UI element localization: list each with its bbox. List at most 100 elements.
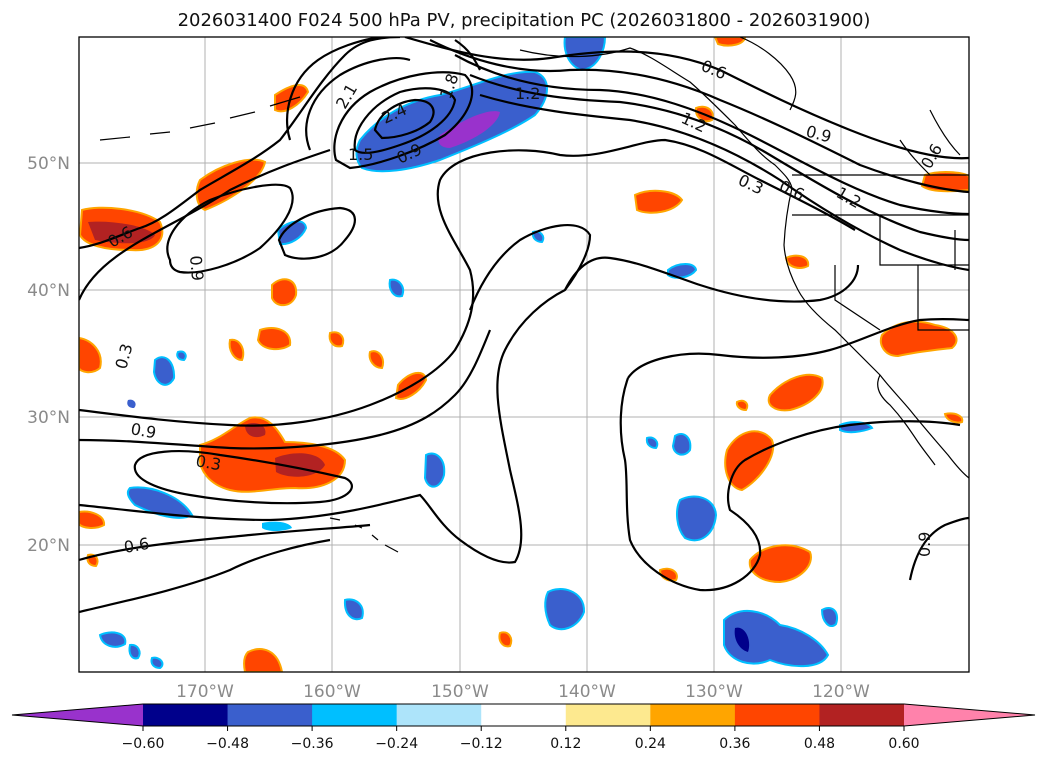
contour-label: 0.6 <box>122 534 150 557</box>
colorbar-tick-label: 0.24 <box>635 736 666 752</box>
contour-label: 1.5 <box>348 145 373 164</box>
colorbar-ticks: −0.60 −0.48 −0.36 −0.24 −0.12 0.12 0.24 0.36 0.4… <box>122 726 920 752</box>
precip-blob <box>343 598 364 621</box>
precip-blob <box>498 631 513 648</box>
hawaii-islands <box>329 517 399 553</box>
colorbar-segment <box>227 704 313 726</box>
pv-contour <box>479 93 969 272</box>
pv-contour <box>79 223 592 564</box>
precip-blob <box>79 510 105 529</box>
lon-label-140w: 140°W <box>558 682 616 702</box>
pv-contour <box>166 183 294 274</box>
alaska-inner-coast <box>739 37 797 111</box>
lat-label-30n: 30°N <box>27 408 70 428</box>
precip-blob <box>262 521 292 531</box>
longitude-labels: 170°W 160°W 150°W 140°W 130°W 120°W <box>176 682 870 702</box>
pv-contour <box>79 523 371 562</box>
pv-contour <box>277 206 356 260</box>
colorbar-tick-label: 0.12 <box>550 736 581 752</box>
precip-blob <box>126 486 194 519</box>
coastlines <box>99 37 969 553</box>
contour-label: 1.2 <box>515 84 540 103</box>
precip-blob <box>544 588 586 631</box>
precip-blob <box>176 350 187 362</box>
precip-blob <box>943 412 964 424</box>
pv-contour <box>627 318 969 379</box>
precip-blob <box>531 230 545 244</box>
lat-label-50n: 50°N <box>27 154 70 174</box>
colorbar: −0.60 −0.48 −0.36 −0.24 −0.12 0.12 0.24 0.36 0.4… <box>11 703 1036 752</box>
precip-blob <box>127 399 136 408</box>
pv-contour <box>353 87 457 154</box>
precip-blob <box>328 331 345 348</box>
precip-blob <box>243 648 284 672</box>
us-west-coast <box>783 187 969 479</box>
map-border <box>78 36 970 673</box>
precip-blob <box>748 544 812 584</box>
lon-label-170w: 170°W <box>176 682 234 702</box>
pv-contour <box>429 39 969 194</box>
precip-blob <box>368 350 384 370</box>
baja-coast <box>877 374 936 466</box>
precip-blob <box>423 452 446 488</box>
pv-contour <box>79 538 331 614</box>
colorbar-segment <box>481 704 567 726</box>
precip-blob <box>645 436 659 450</box>
precip-blob <box>88 221 155 244</box>
negative-precip-areas <box>98 37 874 670</box>
precip-blob <box>228 338 245 362</box>
precip-blob <box>128 643 141 660</box>
precip-blob <box>784 254 810 269</box>
colorbar-tick-label: −0.12 <box>460 736 503 752</box>
contour-label: 0.9 <box>915 532 934 557</box>
colorbar-segment <box>143 704 229 726</box>
lon-label-120w: 120°W <box>812 682 870 702</box>
bc-coast <box>899 109 961 176</box>
colorbar-segment <box>650 704 736 726</box>
positive-precip-areas <box>79 37 969 672</box>
precip-blob <box>276 220 308 246</box>
lon-label-130w: 130°W <box>685 682 743 702</box>
lat-label-40n: 40°N <box>27 281 70 301</box>
precip-blob <box>767 373 824 412</box>
pv-contour <box>333 71 474 170</box>
contour-label: 0.3 <box>194 451 222 474</box>
state-border <box>834 265 881 331</box>
map-panel: 0.6 0.9 1.2 1.5 2.1 2.4 1.8 0.9 1.2 0.6 … <box>79 37 969 672</box>
colorbar-segment <box>734 704 820 726</box>
colorbar-tick-label: −0.48 <box>206 736 249 752</box>
precip-blob <box>633 189 684 214</box>
pv-contour <box>619 377 961 592</box>
pv-contour <box>454 39 481 71</box>
precip-blob <box>723 609 830 668</box>
alaska-coast <box>519 47 793 189</box>
colorbar-tick-label: −0.60 <box>122 736 165 752</box>
precip-blob <box>667 263 698 279</box>
state-border <box>792 214 969 266</box>
colorbar-tick-label: −0.24 <box>375 736 418 752</box>
colorbar-segment <box>565 704 651 726</box>
colorbar-tick-label: 0.60 <box>888 736 919 752</box>
precip-blob <box>355 70 548 173</box>
colorbar-tick-label: 0.48 <box>804 736 835 752</box>
pv-contour <box>404 37 969 160</box>
precip-blob <box>438 111 500 148</box>
lat-label-20n: 20°N <box>27 536 70 556</box>
pv-contour <box>305 57 411 151</box>
lon-label-160w: 160°W <box>303 682 361 702</box>
pv-contour <box>469 73 969 242</box>
map-title: 2026031400 F024 500 hPa PV, precipitatio… <box>178 10 871 31</box>
colorbar-extend-low <box>12 704 143 726</box>
precip-blob <box>79 336 102 374</box>
precip-blob <box>152 356 176 386</box>
precip-blob <box>820 606 838 628</box>
pv-contour <box>79 329 492 450</box>
pv-contour <box>133 450 353 505</box>
precip-blob <box>734 627 750 652</box>
latitude-labels: 50°N 40°N 30°N 20°N <box>27 154 70 556</box>
pv-contour <box>79 138 856 427</box>
pv-contour <box>564 256 860 303</box>
lon-label-150w: 150°W <box>431 682 489 702</box>
colorbar-segment <box>312 704 398 726</box>
colorbar-extend-high <box>904 704 1035 726</box>
